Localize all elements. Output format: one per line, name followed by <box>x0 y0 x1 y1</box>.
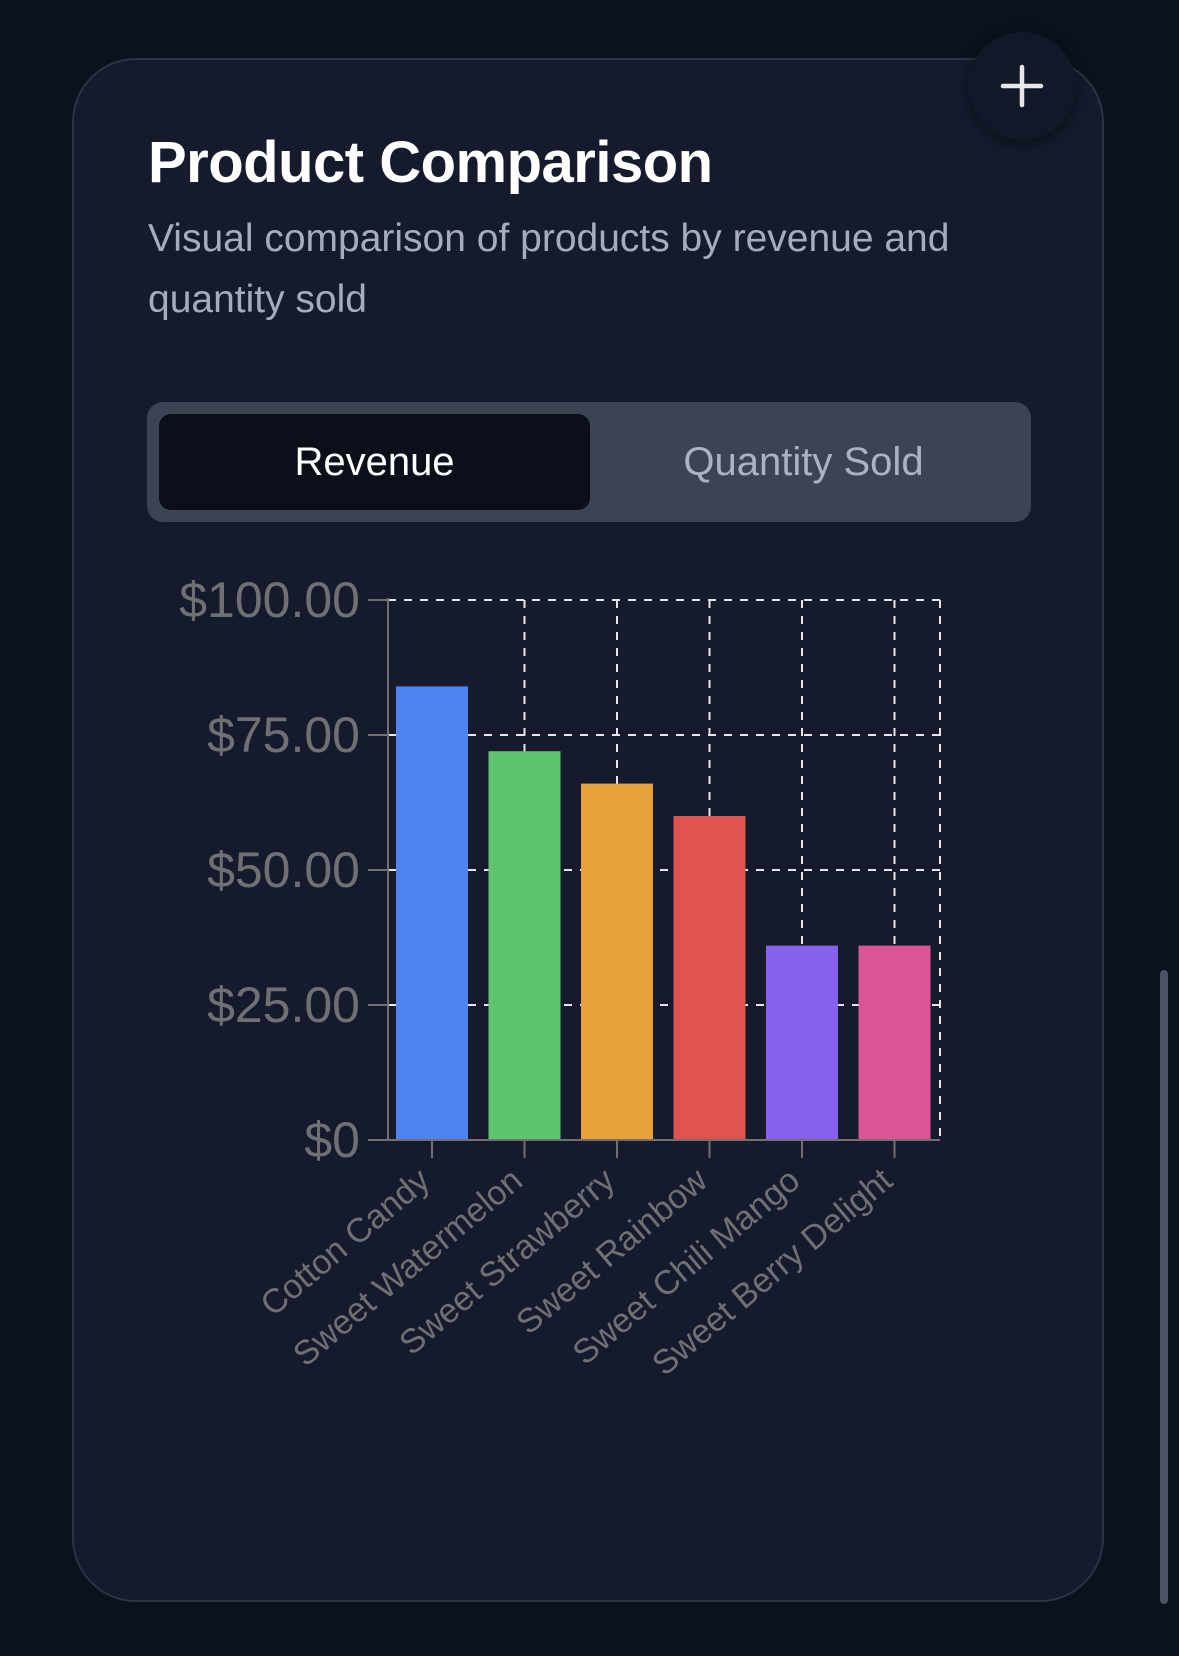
metric-tabs: Revenue Quantity Sold <box>147 402 1031 522</box>
card-subtitle: Visual comparison of products by revenue… <box>148 217 950 321</box>
scrollbar[interactable] <box>1160 970 1168 1604</box>
tab-quantity-sold[interactable]: Quantity Sold <box>683 439 924 484</box>
add-button[interactable] <box>968 32 1076 140</box>
card-title: Product Comparison <box>148 130 713 195</box>
plus-icon <box>1000 64 1044 108</box>
tab-revenue[interactable]: Revenue <box>159 414 590 510</box>
